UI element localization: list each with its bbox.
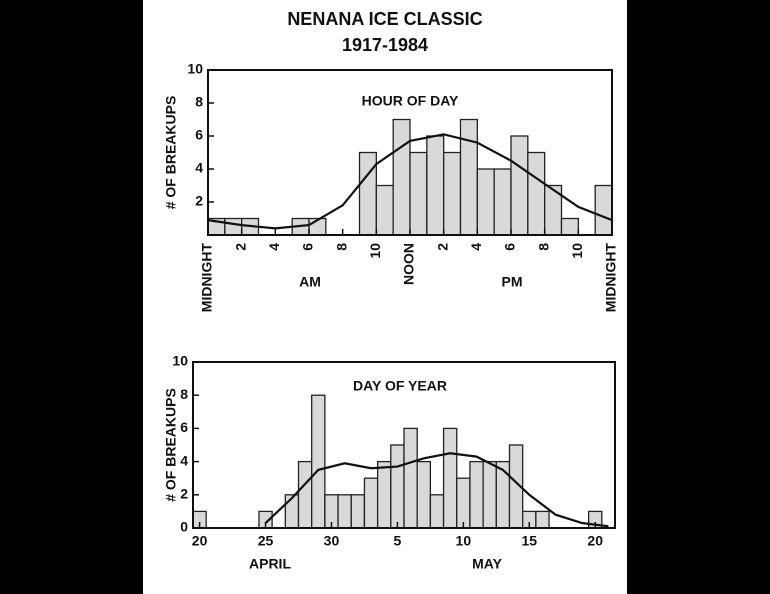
x-tick-label: 10 xyxy=(456,533,472,549)
x-tick-label: 6 xyxy=(502,243,518,251)
x-tick-label: 10 xyxy=(367,243,383,259)
bar xyxy=(535,510,550,529)
x-tick-label: 4 xyxy=(468,243,484,251)
period-label: PM xyxy=(502,274,523,290)
bar xyxy=(224,217,243,236)
bar xyxy=(429,494,445,529)
y-axis-label: # OF BREAKUPS xyxy=(163,388,179,502)
bar xyxy=(476,168,495,236)
annotation: HOUR OF DAY xyxy=(362,93,459,109)
bar xyxy=(297,460,313,529)
fit-curve xyxy=(264,452,609,528)
chart-title: NENANA ICE CLASSIC xyxy=(287,9,482,29)
bar xyxy=(409,151,428,236)
bar xyxy=(459,118,478,236)
bar xyxy=(510,135,529,236)
bar xyxy=(443,151,462,236)
fit-curve xyxy=(207,133,613,230)
x-tick-label: 20 xyxy=(192,533,208,549)
x-tick-label: 5 xyxy=(394,533,402,549)
bar xyxy=(311,394,326,529)
y-tick-label: 8 xyxy=(180,386,188,402)
bar xyxy=(482,460,497,529)
y-tick-label: 2 xyxy=(180,486,188,502)
bar xyxy=(426,135,445,236)
x-tick-label: 8 xyxy=(535,243,551,251)
y-tick-label: 8 xyxy=(195,94,203,110)
y-tick-label: 10 xyxy=(187,61,203,77)
bar xyxy=(390,444,405,529)
bar xyxy=(284,494,300,529)
x-tick-label: 2 xyxy=(232,243,248,251)
bar xyxy=(495,460,511,529)
bar xyxy=(416,460,432,529)
bar xyxy=(594,184,613,236)
y-tick-label: 0 xyxy=(180,519,188,535)
x-tick-label: 8 xyxy=(333,243,349,251)
x-tick-label: 25 xyxy=(258,533,274,549)
period-label: AM xyxy=(299,274,321,290)
x-tick-label: 30 xyxy=(324,533,340,549)
x-tick-label: 10 xyxy=(569,243,585,259)
chart-subtitle: 1917-1984 xyxy=(342,35,428,55)
bar xyxy=(469,460,484,529)
bar xyxy=(358,151,377,236)
y-tick-label: 6 xyxy=(195,127,203,143)
y-axis-label: # OF BREAKUPS xyxy=(163,96,179,210)
x-tick-label: 2 xyxy=(434,243,450,251)
x-tick-label: 4 xyxy=(266,243,282,251)
y-tick-label: 10 xyxy=(172,353,188,369)
annotation: DAY OF YEAR xyxy=(353,378,447,394)
bar xyxy=(392,118,411,236)
bar xyxy=(442,427,458,529)
bar xyxy=(337,494,352,529)
y-tick-label: 2 xyxy=(195,193,203,209)
bar xyxy=(350,494,366,529)
bar xyxy=(560,217,579,236)
period-label: APRIL xyxy=(249,556,291,572)
x-tick-label: 15 xyxy=(521,533,537,549)
y-tick-label: 6 xyxy=(180,419,188,435)
bar xyxy=(403,427,418,529)
x-tick-label: 6 xyxy=(300,243,316,251)
y-tick-label: 4 xyxy=(195,160,203,176)
y-tick-label: 4 xyxy=(180,452,188,468)
bar xyxy=(456,477,471,529)
plot-frame xyxy=(192,361,616,529)
bar xyxy=(376,460,392,529)
x-tick-label: MIDNIGHT xyxy=(603,243,619,313)
bar xyxy=(527,151,546,236)
bar xyxy=(493,168,512,236)
period-label: MAY xyxy=(472,556,502,572)
x-tick-label: MIDNIGHT xyxy=(199,243,215,313)
bar xyxy=(363,477,379,529)
bar xyxy=(375,184,394,236)
x-tick-label: 20 xyxy=(587,533,603,549)
x-tick-label: NOON xyxy=(401,243,417,285)
